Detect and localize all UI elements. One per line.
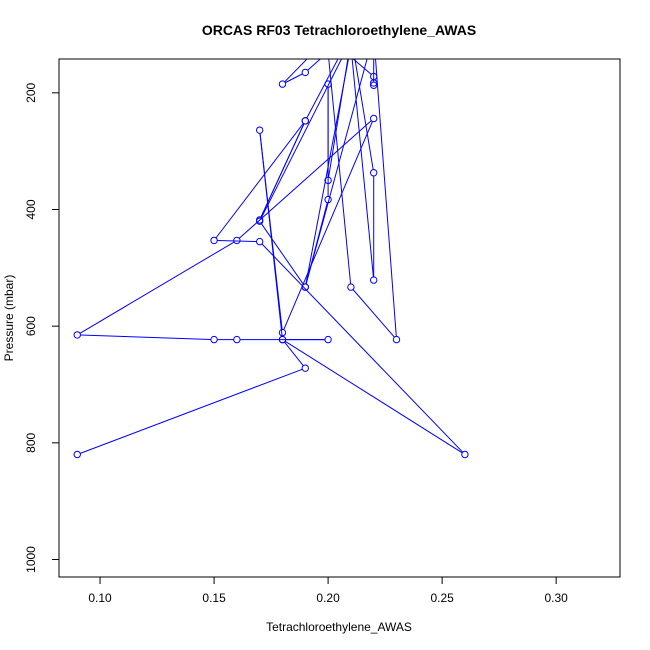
y-tick-label: 800: [24, 433, 38, 453]
data-point: [278, 335, 287, 344]
data-point: [370, 81, 378, 89]
series-segment: [328, 59, 352, 284]
x-tick-label: 0.30: [544, 591, 568, 605]
chart-title: ORCAS RF03 Tetrachloroethylene_AWAS: [202, 22, 476, 38]
x-tick-label: 0.25: [430, 591, 454, 605]
data-point: [370, 114, 378, 123]
series-segment: [328, 59, 349, 178]
data-point: [301, 364, 309, 372]
data-point: [73, 331, 81, 339]
data-point: [278, 80, 287, 88]
series-segment: [283, 121, 373, 330]
x-tick-label: 0.10: [88, 591, 112, 605]
data-point: [348, 43, 354, 49]
y-axis: 200 400 600 800 1000: [24, 83, 60, 573]
data-point: [233, 236, 241, 245]
data-point: [255, 126, 264, 134]
data-point: [461, 450, 469, 459]
data-point: [324, 195, 332, 204]
data-point: [255, 237, 264, 246]
data-point: [233, 335, 241, 344]
series-segment: [260, 123, 305, 218]
data-point: [301, 117, 309, 125]
y-tick-label: 400: [24, 199, 38, 219]
series-segment: [217, 239, 257, 243]
data-point: [324, 335, 332, 344]
data-point: [73, 450, 81, 459]
series-segment: [215, 123, 304, 239]
x-axis-label: Tetrachloroethylene_AWAS: [266, 620, 412, 634]
y-tick-label: 1000: [24, 546, 38, 573]
series-segment: [306, 59, 339, 119]
data-point: [210, 335, 218, 344]
data-point: [347, 283, 355, 291]
data-point: [255, 217, 264, 225]
y-tick-label: 200: [24, 83, 38, 103]
data-point: [370, 79, 378, 87]
y-tick-label: 600: [24, 316, 38, 336]
y-axis-label: Pressure (mbar): [2, 275, 16, 362]
data-point: [301, 283, 309, 291]
series-segment: [261, 223, 304, 285]
series-segment: [284, 341, 304, 366]
series-segment: [354, 59, 374, 170]
data-point: [301, 68, 309, 77]
x-tick-label: 0.20: [316, 591, 340, 605]
data-point: [370, 276, 378, 284]
series-segment: [261, 243, 464, 453]
data-point: [278, 328, 287, 337]
series-segment: [352, 59, 372, 75]
series-segment: [284, 340, 463, 454]
series-segment: [305, 59, 368, 285]
data-point: [324, 176, 332, 185]
series-segment: [79, 241, 235, 334]
plot-frame: [58, 58, 621, 578]
data-point: [210, 236, 218, 245]
data-point: [370, 169, 378, 177]
series-segment: [375, 59, 397, 337]
series-segment: [352, 289, 395, 338]
series-segment: [238, 120, 372, 239]
series-segment: [259, 133, 283, 337]
data-point: [324, 80, 332, 88]
series-segment: [284, 59, 308, 83]
series-segment: [351, 59, 374, 277]
plot-series: [73, 37, 469, 459]
series-segment: [285, 73, 303, 84]
x-axis: 0.10 0.15 0.20 0.25 0.30: [88, 576, 568, 605]
data-point: [325, 49, 331, 55]
x-tick-label: 0.15: [202, 591, 226, 605]
data-point: [392, 335, 401, 344]
series-segment: [80, 334, 211, 340]
series-segment: [307, 59, 322, 71]
data-point: [348, 37, 354, 43]
series-segment: [80, 368, 303, 454]
series-segment: [260, 59, 343, 219]
data-point: [371, 37, 377, 43]
